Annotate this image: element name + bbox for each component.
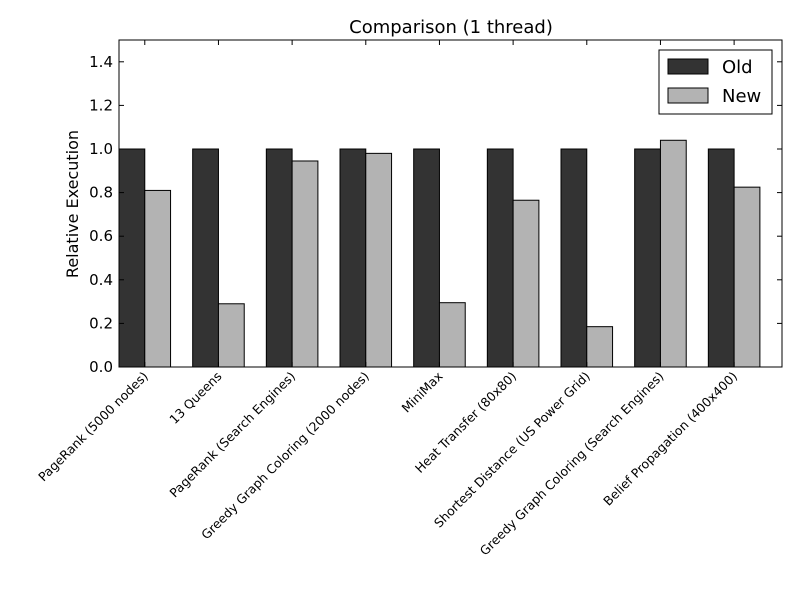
y-axis-label: Relative Execution — [63, 130, 82, 278]
plot-frame — [118, 39, 783, 368]
bar-new-4 — [438, 302, 466, 368]
bar-new-1 — [217, 303, 245, 368]
bars-group — [118, 139, 761, 368]
ytick-label-0: 0.0 — [89, 358, 113, 376]
bar-old-8 — [707, 148, 735, 368]
bar-new-6 — [586, 326, 614, 368]
xtick-label-3: Greedy Graph Coloring (2000 nodes) — [198, 369, 372, 543]
xtick-label-0: PageRank (5000 nodes) — [35, 369, 151, 485]
legend: Old New — [658, 49, 773, 115]
ytick-label-7: 1.4 — [89, 53, 113, 71]
bar-new-5 — [512, 199, 540, 368]
bar-old-2 — [265, 148, 293, 368]
bar-new-2 — [291, 160, 319, 368]
legend-label-old: Old — [722, 57, 753, 78]
bar-new-0 — [144, 189, 172, 368]
legend-swatch-old — [667, 58, 709, 75]
xtick-label-1: 13 Queens — [166, 369, 224, 427]
bar-old-1 — [192, 148, 219, 368]
bar-old-0 — [118, 148, 146, 368]
ytick-label-1: 0.2 — [89, 314, 113, 332]
bar-old-5 — [486, 148, 514, 368]
bar-new-3 — [365, 152, 393, 368]
bar-old-3 — [339, 148, 367, 368]
legend-label-new: New — [722, 86, 761, 107]
legend-swatch-new — [667, 87, 709, 104]
xtick-label-8: Belief Propagation (400x400) — [600, 369, 740, 509]
bar-new-8 — [733, 186, 761, 368]
bar-old-7 — [634, 148, 661, 368]
bar-new-7 — [659, 139, 687, 368]
bar-old-6 — [560, 148, 588, 368]
bar-old-4 — [413, 148, 440, 368]
ytick-label-6: 1.2 — [89, 96, 113, 114]
chart-title: Comparison (1 thread) — [349, 17, 553, 38]
ytick-label-2: 0.4 — [89, 271, 113, 289]
ytick-label-5: 1.0 — [89, 140, 113, 158]
ytick-label-4: 0.8 — [89, 184, 113, 202]
xtick-label-4: MiniMax — [399, 369, 446, 416]
xtick-label-6: Shortest Distance (US Power Grid) — [431, 369, 593, 531]
xtick-label-2: PageRank (Search Engines) — [166, 369, 298, 501]
ytick-label-3: 0.6 — [89, 227, 113, 245]
